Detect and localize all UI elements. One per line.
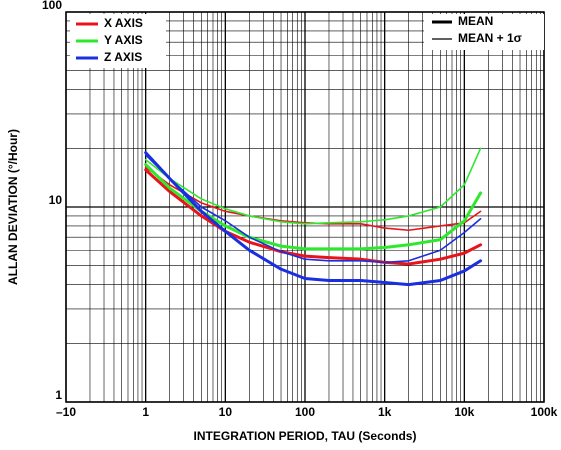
x-tick-label: 10k [454, 405, 474, 419]
y-tick-label: 10 [49, 193, 63, 207]
series-line [144, 168, 483, 266]
legend-label: Y AXIS [104, 33, 143, 47]
x-tick-label: 10 [219, 405, 233, 419]
series-line [144, 154, 482, 264]
legend-label: MEAN [458, 14, 493, 28]
y-tick-label: 100 [42, 0, 62, 12]
plot-frame [65, 11, 545, 403]
x-tick-label: 1k [378, 405, 392, 419]
legend-label: Z AXIS [104, 50, 142, 64]
x-axis-label: INTEGRATION PERIOD, TAU (Seconds) [194, 429, 417, 443]
x-tick-label: 100 [295, 405, 315, 419]
series-line [144, 166, 482, 232]
series-line [144, 151, 483, 287]
y-tick-label: 1 [55, 388, 62, 402]
x-tick-label: –10 [56, 405, 76, 419]
legend-box [424, 14, 544, 50]
legend-label: MEAN + 1σ [458, 31, 522, 45]
legend-label: X AXIS [104, 16, 143, 30]
series-line [144, 147, 482, 225]
y-axis-label: ALLAN DEVIATION (°/Hour) [6, 129, 20, 285]
x-tick-label: 100k [531, 405, 558, 419]
x-tick-label: 1 [142, 405, 149, 419]
